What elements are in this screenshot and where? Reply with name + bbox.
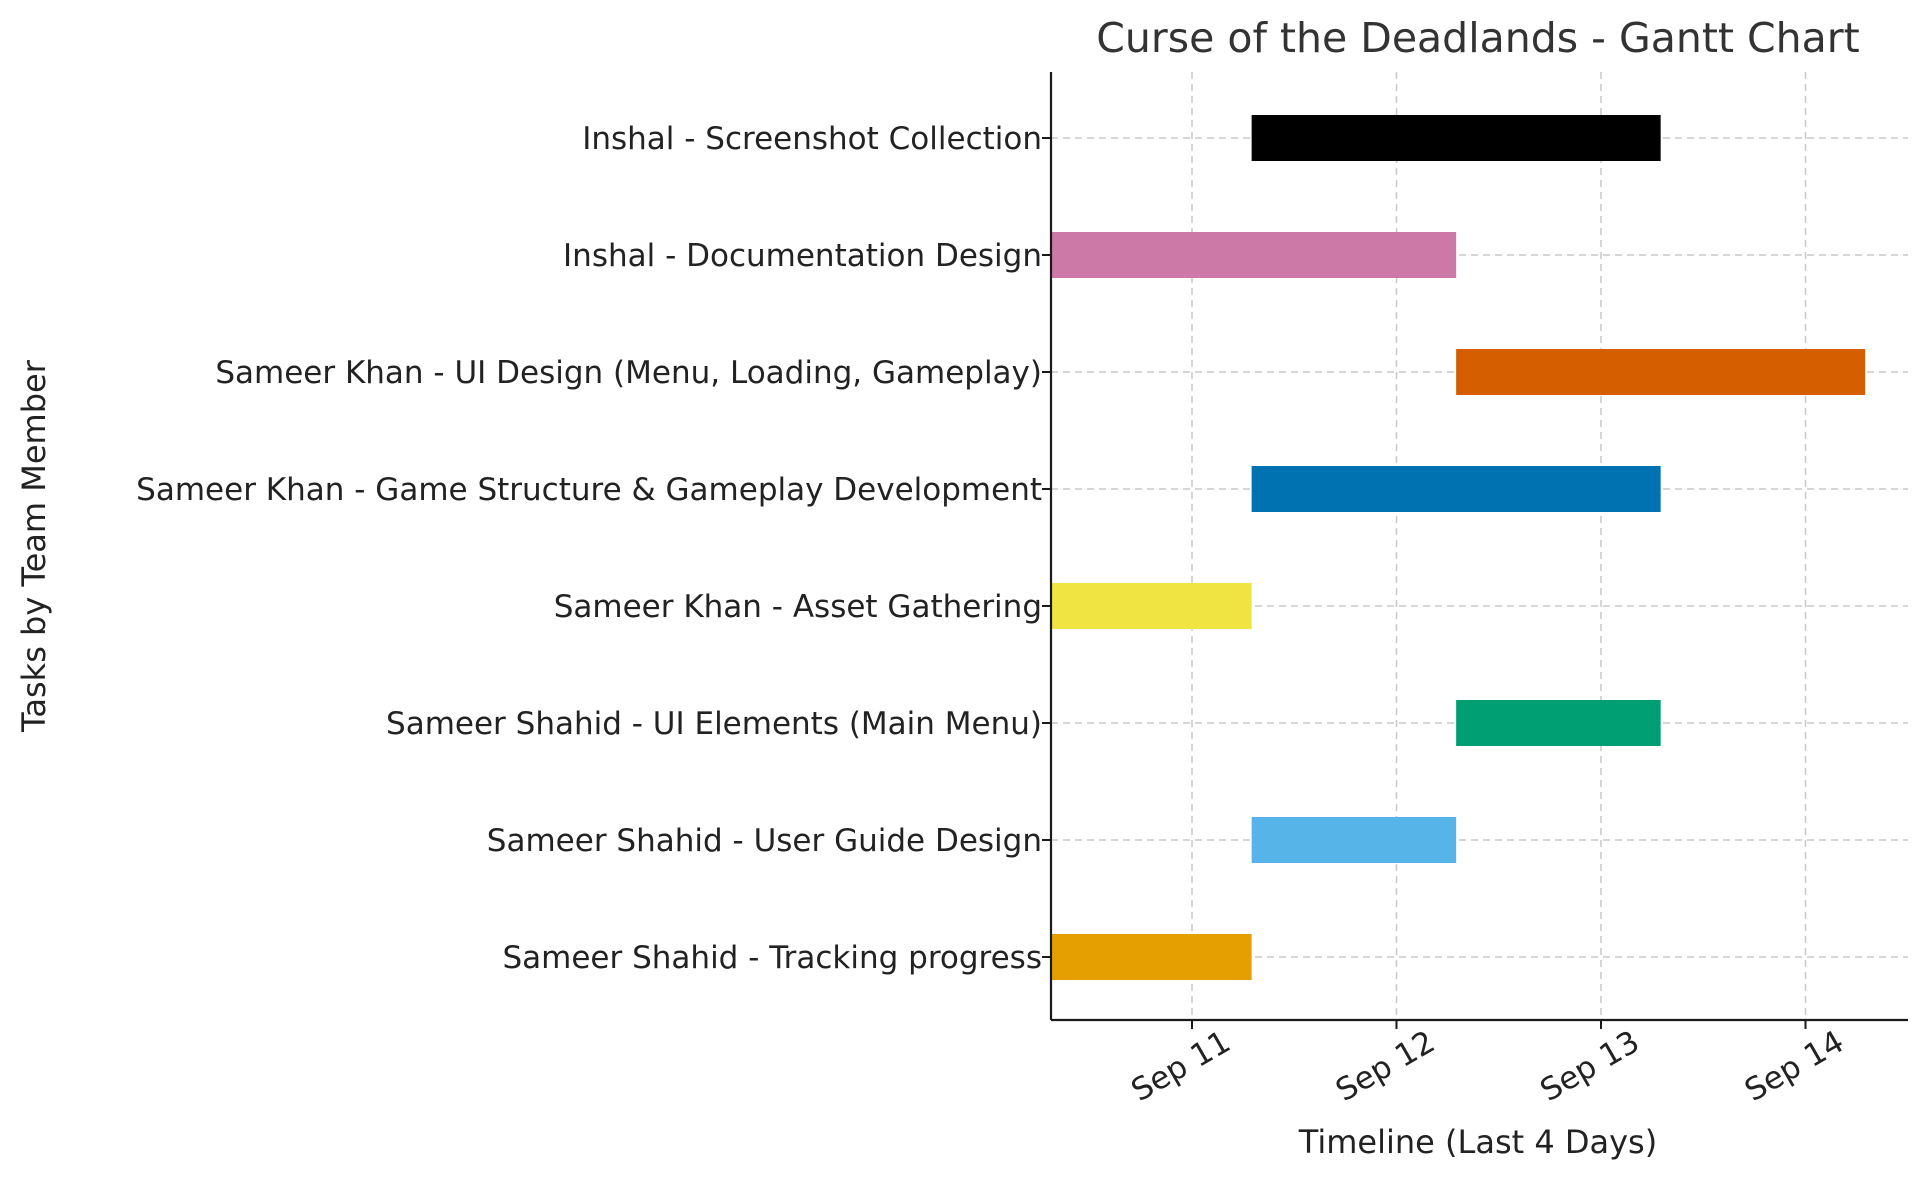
task-label: Sameer Khan - UI Design (Menu, Loading, … xyxy=(215,355,1042,391)
task-label: Sameer Shahid - User Guide Design xyxy=(487,823,1042,859)
gantt-bar xyxy=(1251,466,1661,512)
task-label: Sameer Khan - Asset Gathering xyxy=(554,589,1042,625)
gantt-bar xyxy=(1051,583,1252,629)
gantt-bar xyxy=(1251,817,1457,863)
chart-title: Curse of the Deadlands - Gantt Chart xyxy=(1096,14,1859,62)
gantt-bar xyxy=(1051,934,1252,980)
grid xyxy=(1051,72,1908,1020)
x-tick-label: Sep 12 xyxy=(1330,1024,1441,1109)
bars xyxy=(1051,115,1866,980)
x-tick-label: Sep 14 xyxy=(1739,1024,1850,1109)
task-label: Inshal - Documentation Design xyxy=(563,238,1042,274)
axes xyxy=(1042,72,1908,1029)
x-axis-label: Timeline (Last 4 Days) xyxy=(1298,1123,1657,1161)
x-tick-label: Sep 11 xyxy=(1125,1024,1236,1109)
task-label: Sameer Shahid - UI Elements (Main Menu) xyxy=(386,706,1042,742)
task-label: Sameer Shahid - Tracking progress xyxy=(502,940,1042,976)
task-label: Inshal - Screenshot Collection xyxy=(582,121,1042,157)
gantt-bar xyxy=(1051,232,1457,278)
x-tick-label: Sep 13 xyxy=(1534,1024,1645,1109)
tick-labels: Sep 11 Sep 12 Sep 13 Sep 14 xyxy=(1125,1024,1850,1109)
gantt-bar xyxy=(1456,349,1866,395)
task-label: Sameer Khan - Game Structure & Gameplay … xyxy=(136,472,1042,508)
category-labels: Inshal - Screenshot Collection Inshal - D… xyxy=(136,121,1042,976)
gantt-bar xyxy=(1456,700,1661,746)
y-axis-label: Tasks by Team Member xyxy=(15,359,53,733)
gantt-bar xyxy=(1251,115,1661,161)
